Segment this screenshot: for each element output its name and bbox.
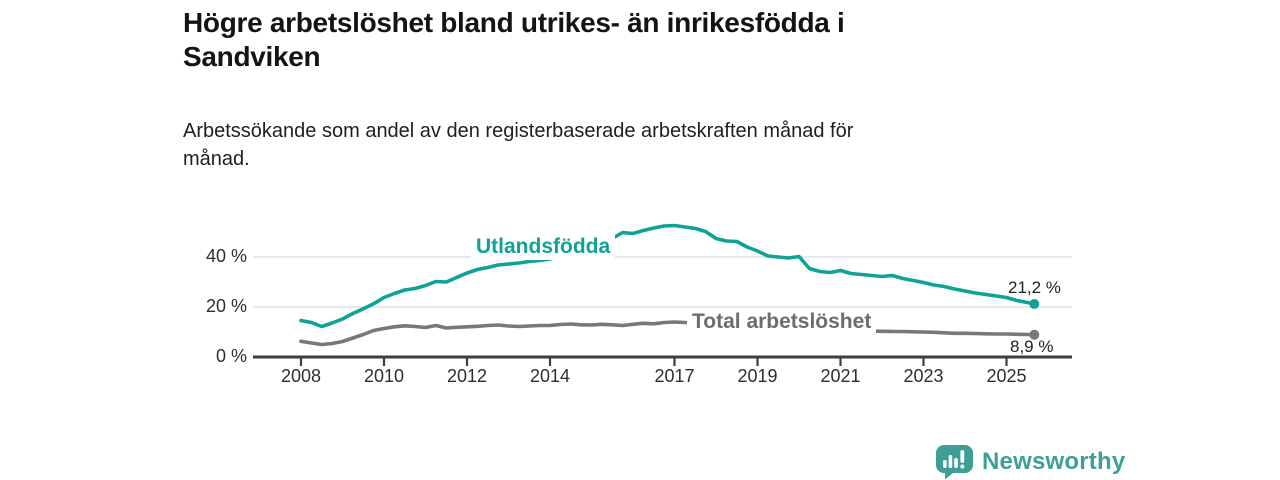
series-label-utlandsfodda: Utlandsfödda [471,234,616,260]
series-line-utlandsf-dda [299,223,1037,329]
newsworthy-logo: Newsworthy [936,444,1125,480]
series-label-total-arbetsloshet: Total arbetslöshet [687,309,877,335]
chart-subtitle-line2: månad. [183,148,250,170]
bar-chart-speech-bubble-icon [936,445,973,480]
chart-title: Högre arbetslöshet bland utrikes- än inr… [183,6,1143,74]
x-tick-label-2008: 2008 [280,366,322,386]
x-tick-label-2017: 2017 [654,366,695,386]
y-tick-label-20: 20 % [205,296,247,316]
newsworthy-logo-text: Newsworthy [982,448,1126,475]
end-dot-utlandsf-dda [1029,299,1040,309]
end-value-label-total: 8,9 % [1010,337,1054,356]
end-value-label-utlandsfodda: 21,2 % [1008,278,1061,297]
x-tick-label-2025: 2025 [986,366,1027,386]
x-tick-label-2023: 2023 [903,366,944,386]
y-tick-label-40: 40 % [205,246,247,266]
x-tick-label-2021: 2021 [820,366,861,386]
x-tick-label-2019: 2019 [737,366,778,386]
x-tick-label-2014: 2014 [529,366,571,386]
x-tick-label-2012: 2012 [446,366,488,386]
y-tick-label-0: 0 % [215,346,247,366]
series-line-total-arbetsl-shet [299,320,1037,347]
chart-subtitle: Arbetssökande som andel av den registerb… [183,117,1083,173]
chart-title-line2: Sandviken [183,41,321,72]
chart-title-line1: Högre arbetslöshet bland utrikes- än inr… [183,7,845,38]
end-dot-total-arbetsl-shet [1029,329,1040,340]
x-tick-label-2010: 2010 [363,366,405,386]
chart-subtitle-line1: Arbetssökande som andel av den registerb… [183,120,854,142]
